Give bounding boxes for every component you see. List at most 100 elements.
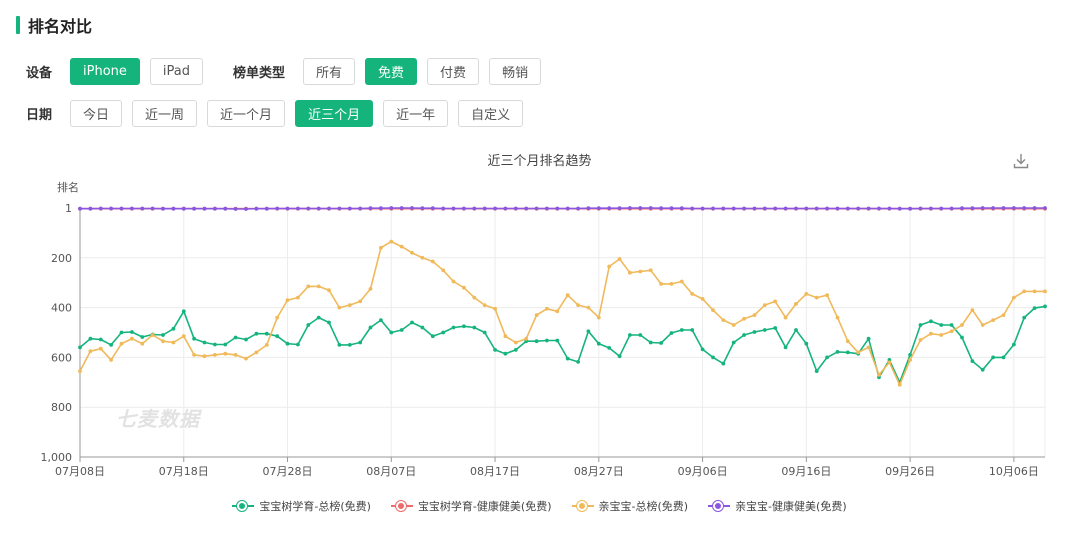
data-point [451,279,456,284]
download-icon[interactable] [1012,152,1030,170]
data-point [669,206,674,211]
data-point [503,206,508,211]
data-point [389,206,394,210]
page-title: 排名对比 [28,17,93,36]
data-point [202,206,207,211]
data-point [275,334,280,339]
data-point [98,206,103,211]
data-point [866,206,871,211]
data-point [960,335,964,340]
data-point [368,206,373,211]
data-point [275,206,280,211]
data-point [119,341,124,346]
date-option-year[interactable]: 近一年 [383,100,449,127]
data-point [918,338,923,342]
data-point [752,206,757,211]
data-point [576,360,580,364]
data-point [296,295,300,300]
data-point [254,331,259,336]
legend-swatch [232,501,255,511]
date-option-week[interactable]: 近一周 [132,100,198,127]
data-point [783,315,788,320]
x-tick-label: 09月16日 [781,465,831,478]
data-point [285,206,290,211]
data-point [731,206,736,211]
chart-type-option-grossing[interactable]: 畅销 [489,58,542,85]
data-point [711,206,715,211]
legend-item-series-0[interactable]: 宝宝树学育-总榜(免费) [232,498,371,514]
data-point [233,207,238,211]
data-point [711,355,715,360]
data-point [379,245,383,250]
data-point [161,206,165,211]
x-tick-label: 07月18日 [159,465,209,478]
data-point [441,330,446,335]
data-point [534,206,539,211]
data-point [877,206,881,211]
data-point [845,350,850,355]
data-point [285,298,290,302]
chart-type-option-free[interactable]: 免费 [365,58,418,85]
data-point [140,341,145,346]
data-point [991,355,995,360]
data-point [628,333,632,337]
data-point [316,315,321,320]
data-point [638,206,643,210]
data-point [679,206,684,211]
data-point [1043,289,1047,294]
legend-item-series-1[interactable]: 宝宝树学育-健康健美(免费) [390,498,552,514]
date-option-month[interactable]: 近一个月 [207,100,286,127]
data-point [939,323,944,327]
data-point [482,330,487,335]
data-point [420,325,425,330]
data-point [233,335,238,340]
date-option-today[interactable]: 今日 [70,100,123,127]
data-point [908,206,912,211]
data-point [389,239,394,244]
data-point [430,259,435,264]
data-point [825,206,829,211]
chart-type-option-paid[interactable]: 付费 [427,58,480,85]
data-point [223,206,228,211]
x-tick-label: 08月27日 [574,465,624,478]
section-header: 排名对比 [16,14,92,36]
data-point [264,331,269,336]
data-point [171,206,176,211]
legend-item-series-2[interactable]: 亲宝宝-总榜(免费) [571,498,688,514]
data-point [171,326,176,331]
data-point [908,358,912,362]
x-tick-label: 08月17日 [470,465,520,478]
filter-row-device-type: 设备 iPhone iPad 榜单类型 所有 免费 付费 畅销 [26,58,551,85]
date-option-three-months[interactable]: 近三个月 [295,100,374,127]
data-point [607,206,612,211]
data-point [327,288,331,293]
data-point [648,340,653,345]
data-point [773,299,778,304]
data-point [493,348,497,352]
data-point [451,206,456,211]
data-point [960,206,964,211]
data-point [1001,355,1006,360]
chart-type-option-all[interactable]: 所有 [303,58,356,85]
legend-item-series-3[interactable]: 亲宝宝-健康健美(免费) [708,498,847,514]
data-point [929,206,933,211]
device-option-iphone[interactable]: iPhone [70,58,140,85]
date-option-custom[interactable]: 自定义 [458,100,524,127]
data-point [181,334,186,339]
data-point [472,295,477,300]
data-point [949,329,954,334]
data-point [638,333,643,337]
data-point [700,347,705,352]
data-point [794,206,798,211]
data-point [814,206,819,211]
data-point [866,345,871,350]
data-point [513,340,518,345]
data-point [991,318,995,322]
legend-label: 亲宝宝-健康健美(免费) [735,500,847,513]
data-point [254,206,259,211]
data-point [472,206,477,211]
device-option-ipad[interactable]: iPad [149,58,203,85]
data-point [804,341,809,346]
data-point [794,302,798,306]
